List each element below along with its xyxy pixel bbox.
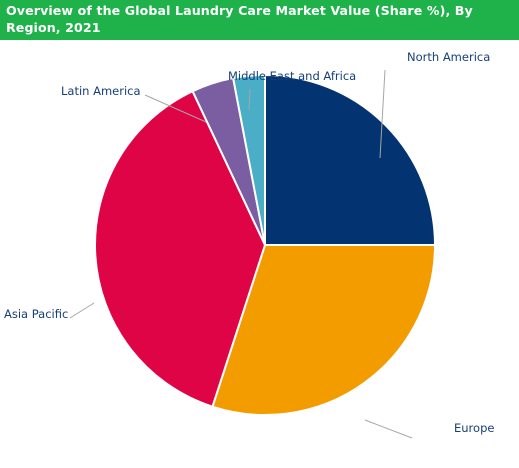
pie-slice-middle-east-and-africa [231, 73, 266, 246]
pie-slice-north-america [264, 73, 437, 246]
chart-title-bar: Overview of the Global Laundry Care Mark… [0, 0, 519, 40]
leader-line-europe [364, 419, 413, 439]
slice-label-latin-america: Latin America [61, 84, 141, 98]
leader-line-north-america [379, 69, 386, 159]
slice-label-asia-pacific: Asia Pacific [4, 307, 68, 321]
slice-label-north-america: North America [407, 50, 490, 64]
slice-label-europe: Europe [454, 421, 494, 435]
pie-slice-europe [211, 244, 437, 416]
leader-line-middle-east-and-africa [248, 88, 251, 111]
leader-line-latin-america [144, 94, 207, 123]
slice-label-middle-east-and-africa: Middle East and Africa [228, 69, 356, 83]
pie-slice-asia-pacific [94, 89, 267, 408]
chart-title: Overview of the Global Laundry Care Mark… [6, 3, 473, 35]
pie-chart-svg: North America Europe Asia Pacific Latin Ame… [4, 50, 494, 439]
pie-chart: North America Europe Asia Pacific Latin Ame… [0, 40, 519, 468]
leader-line-asia-pacific [69, 302, 95, 319]
